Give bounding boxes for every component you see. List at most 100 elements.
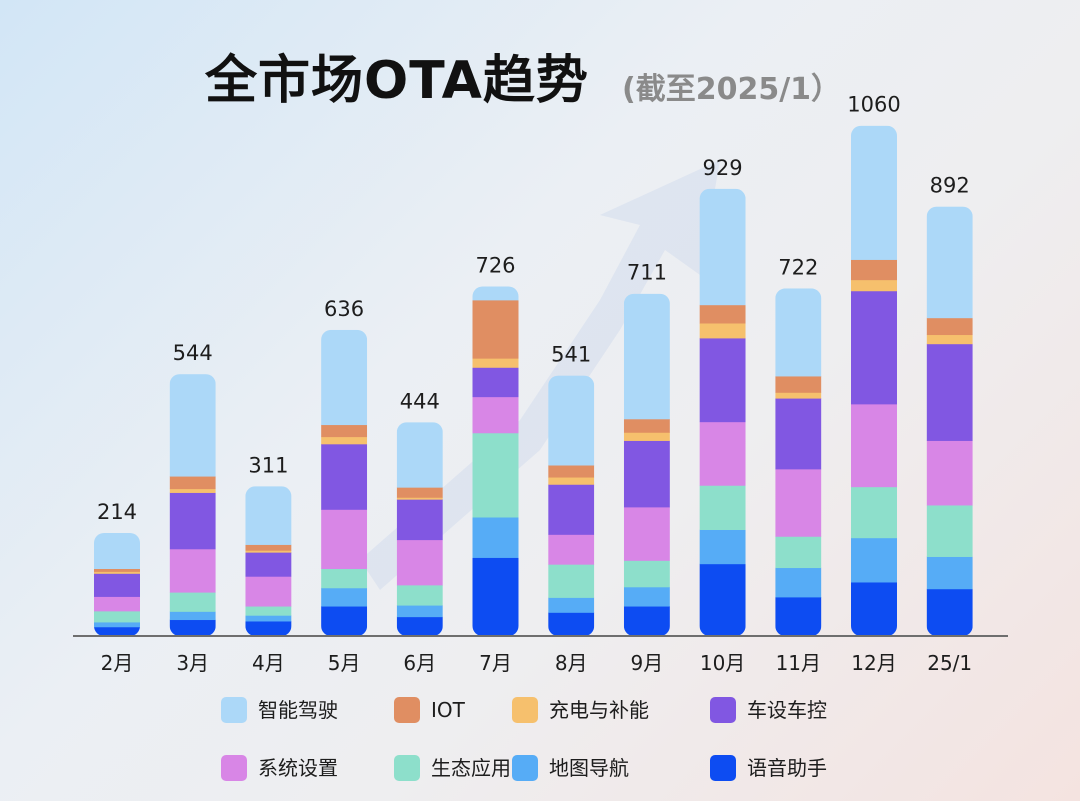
bar-segment: [851, 582, 897, 636]
legend-item: 智能驾驶: [221, 697, 338, 723]
bar-segment: [699, 563, 746, 637]
bar-stack: [396, 422, 443, 636]
bar-segment: [548, 534, 595, 565]
legend-label: 生态应用: [431, 756, 511, 780]
bar-segment: [396, 497, 443, 500]
bar-segment: [623, 418, 670, 433]
bar-stack: [472, 286, 519, 636]
legend-item: 生态应用: [394, 755, 511, 781]
bar-segment: [699, 304, 746, 324]
x-tick-label: 9月: [631, 651, 664, 675]
bar-segment: [245, 621, 292, 636]
bar-segment: [699, 421, 746, 486]
legend-swatch: [394, 755, 420, 781]
bar-segment: [396, 605, 443, 618]
bar-segment: [926, 505, 973, 557]
bar-segment: [321, 509, 368, 570]
bar-segment: [548, 375, 595, 466]
bar-stack: [926, 206, 973, 637]
bar-segment: [548, 477, 595, 485]
bar-total-label: 711: [627, 261, 667, 285]
bar-segment: [699, 323, 746, 339]
legend-swatch: [512, 697, 538, 723]
bar-segment: [396, 584, 443, 606]
bar-total-label: 726: [475, 254, 515, 278]
bar-total-label: 892: [930, 174, 970, 198]
bar-segment: [548, 465, 595, 478]
legend-label: 系统设置: [258, 756, 338, 780]
bar-segment: [623, 560, 670, 588]
bar-segment: [699, 529, 746, 565]
bar-segment: [94, 596, 140, 612]
bar-segment: [321, 568, 368, 589]
bar-segment: [851, 486, 897, 539]
bar-segment: [623, 506, 670, 561]
legend-swatch: [221, 755, 247, 781]
legend-swatch: [221, 697, 247, 723]
bar-segment: [851, 259, 897, 281]
bar-segment: [623, 432, 670, 441]
bar-segment: [245, 550, 292, 553]
bar-stack: [623, 293, 670, 636]
bar-segment: [623, 440, 670, 508]
bar-segment: [623, 293, 670, 420]
bar-segment: [396, 539, 443, 586]
legend-item: 语音助手: [710, 755, 827, 781]
legend-swatch: [710, 697, 736, 723]
bar-segment: [472, 286, 519, 301]
bar-segment: [169, 476, 216, 490]
bar-segment: [851, 290, 897, 405]
bar-segment: [169, 374, 216, 477]
legend-item: 充电与补能: [512, 697, 649, 723]
bar-segment: [926, 440, 973, 506]
legend-item: 系统设置: [221, 755, 338, 781]
bar-segment: [775, 376, 822, 393]
bar-segment: [321, 443, 368, 510]
bar-stack: [699, 188, 746, 637]
background-arrow-watermark: [360, 160, 720, 590]
bar-segment: [245, 486, 292, 545]
bar-segment: [623, 586, 670, 607]
legend-label: IOT: [431, 698, 466, 722]
bar-segment: [699, 188, 746, 306]
legend-label: 智能驾驶: [258, 698, 338, 722]
bar-total-label: 636: [324, 297, 364, 321]
bar-segment: [396, 487, 443, 498]
bar-segment: [321, 436, 368, 445]
bar-segment: [699, 485, 746, 531]
bar-total-label: 544: [173, 341, 213, 365]
legend-swatch: [710, 755, 736, 781]
bar-segment: [472, 367, 519, 398]
bar-segment: [851, 403, 897, 488]
bar-stack: [548, 375, 595, 636]
legend-label: 充电与补能: [549, 698, 649, 722]
bar-segment: [548, 612, 595, 636]
bar-segment: [321, 329, 368, 426]
x-tick-label: 25/1: [927, 651, 972, 675]
bar-segment: [548, 564, 595, 598]
bar-stack: [169, 374, 216, 636]
bar-segment: [245, 615, 292, 622]
bar-segment: [472, 396, 519, 434]
bar-segment: [472, 557, 519, 636]
legend-item: 地图导航: [512, 755, 629, 781]
bar-stack: [94, 532, 140, 637]
chart-title: 全市场OTA趋势: [205, 51, 589, 111]
bar-segment: [775, 567, 822, 598]
bar-segment: [245, 552, 292, 577]
legend-label: 车设车控: [747, 698, 827, 722]
bar-segment: [94, 532, 140, 570]
bar-segment: [472, 358, 519, 368]
bar-total-label: 1060: [847, 93, 900, 117]
bars-group: [94, 125, 973, 637]
legend-item: 车设车控: [710, 697, 827, 723]
category-labels-group: 2月 3月 4月 5月 6月 7月 8月 9月 10月 11月 12月 25/1: [101, 651, 973, 675]
bar-segment: [926, 556, 973, 590]
bar-segment: [245, 606, 292, 616]
bar-segment: [775, 468, 822, 537]
bar-segment: [926, 317, 973, 336]
x-tick-label: 10月: [700, 651, 745, 675]
bar-segment: [169, 488, 216, 493]
bar-segment: [321, 424, 368, 438]
